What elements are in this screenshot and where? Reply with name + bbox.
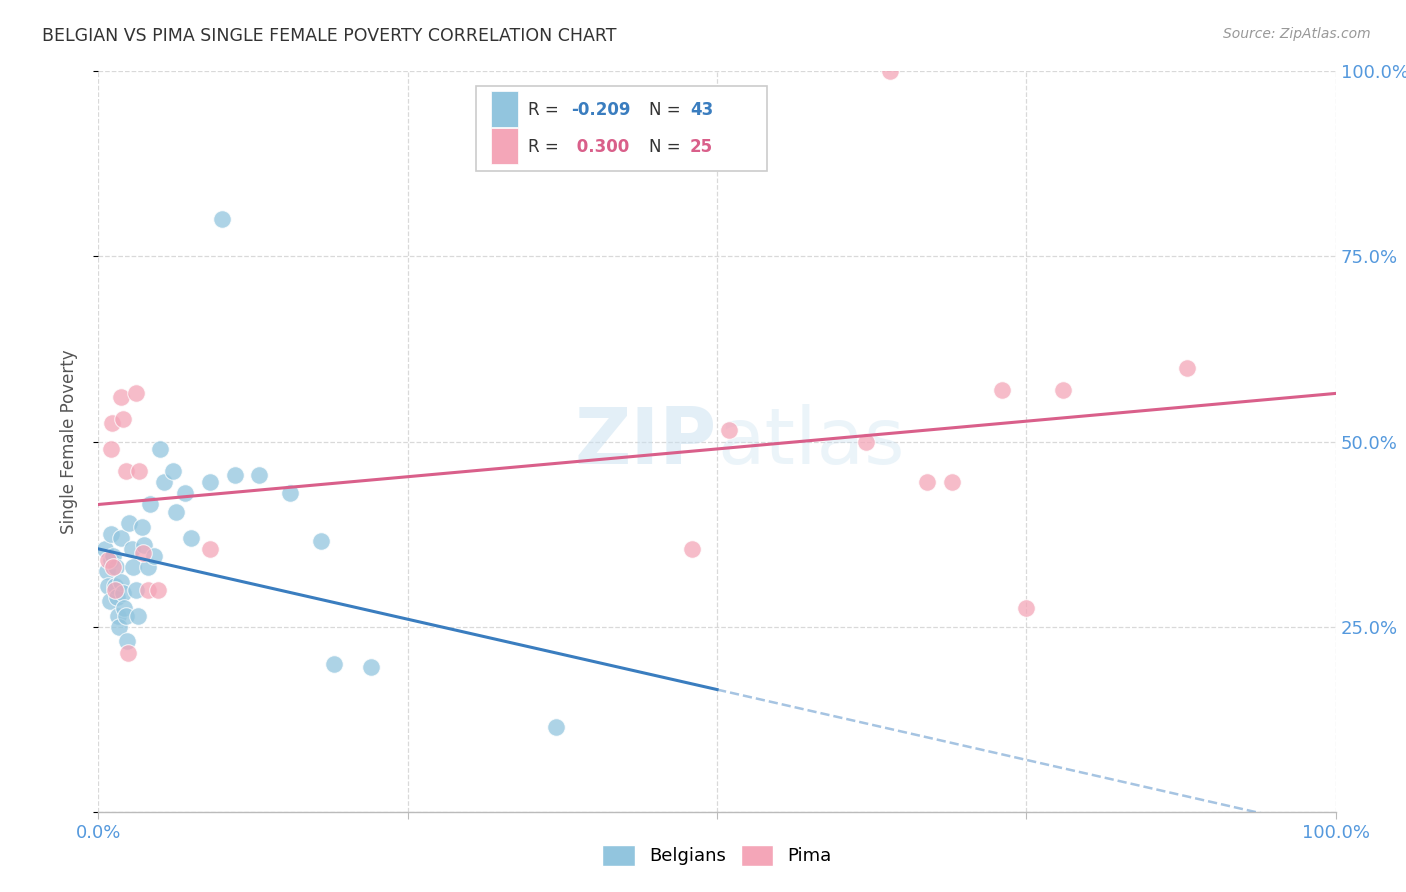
Point: [211, 212, 233, 227]
Text: BELGIAN VS PIMA SINGLE FEMALE POVERTY CORRELATION CHART: BELGIAN VS PIMA SINGLE FEMALE POVERTY CO…: [42, 27, 617, 45]
Point: [93, 541, 115, 556]
Point: [1015, 601, 1038, 615]
Point: [114, 464, 136, 478]
Point: [128, 464, 150, 478]
Point: [1052, 383, 1074, 397]
Point: [100, 553, 122, 567]
Point: [110, 575, 132, 590]
FancyBboxPatch shape: [491, 91, 517, 127]
Point: [917, 475, 939, 490]
Point: [139, 498, 162, 512]
Point: [107, 608, 129, 623]
Point: [100, 442, 122, 456]
FancyBboxPatch shape: [491, 128, 517, 164]
Text: R =: R =: [527, 138, 564, 156]
Y-axis label: Single Female Poverty: Single Female Poverty: [59, 350, 77, 533]
Point: [278, 486, 301, 500]
Text: -0.209: -0.209: [571, 101, 630, 119]
Point: [198, 541, 221, 556]
Point: [681, 541, 703, 556]
Point: [149, 442, 172, 456]
Point: [718, 424, 741, 438]
Point: [100, 527, 122, 541]
Point: [134, 538, 156, 552]
Point: [124, 582, 146, 597]
Point: [121, 541, 143, 556]
Text: 25: 25: [690, 138, 713, 156]
Text: 43: 43: [690, 101, 713, 119]
Point: [136, 560, 159, 574]
Text: 0.300: 0.300: [571, 138, 630, 156]
Text: N =: N =: [650, 101, 686, 119]
Text: Source: ZipAtlas.com: Source: ZipAtlas.com: [1223, 27, 1371, 41]
Point: [101, 416, 124, 430]
Point: [198, 475, 221, 490]
Point: [112, 412, 135, 426]
Point: [546, 720, 568, 734]
Point: [174, 486, 197, 500]
Point: [247, 467, 270, 482]
Point: [360, 660, 382, 674]
Point: [322, 657, 344, 671]
Point: [309, 534, 332, 549]
Legend: Belgians, Pima: Belgians, Pima: [595, 838, 839, 873]
Point: [103, 582, 125, 597]
Point: [941, 475, 963, 490]
Point: [180, 531, 202, 545]
Point: [112, 586, 135, 600]
Text: R =: R =: [527, 101, 564, 119]
Point: [879, 64, 901, 78]
Point: [118, 516, 141, 530]
Point: [162, 464, 184, 478]
Point: [98, 593, 121, 607]
Text: atlas: atlas: [717, 403, 904, 480]
Point: [115, 634, 138, 648]
Point: [136, 582, 159, 597]
Point: [855, 434, 877, 449]
Point: [105, 590, 128, 604]
Point: [97, 579, 120, 593]
Point: [143, 549, 166, 564]
Point: [103, 549, 125, 564]
Text: ZIP: ZIP: [575, 403, 717, 480]
Point: [103, 579, 125, 593]
Point: [990, 383, 1012, 397]
Point: [112, 601, 135, 615]
Point: [165, 505, 187, 519]
Point: [110, 390, 132, 404]
Point: [96, 564, 118, 578]
Point: [117, 646, 139, 660]
Point: [122, 560, 145, 574]
Point: [153, 475, 176, 490]
Text: N =: N =: [650, 138, 686, 156]
Point: [110, 531, 132, 545]
Point: [127, 608, 149, 623]
Point: [146, 582, 169, 597]
Point: [103, 560, 125, 574]
Point: [224, 467, 246, 482]
Point: [97, 553, 120, 567]
Point: [108, 619, 131, 633]
Point: [104, 560, 127, 574]
Point: [132, 546, 155, 560]
Point: [131, 519, 153, 533]
Point: [124, 386, 146, 401]
Point: [1175, 360, 1198, 375]
Point: [114, 608, 136, 623]
FancyBboxPatch shape: [475, 87, 766, 171]
